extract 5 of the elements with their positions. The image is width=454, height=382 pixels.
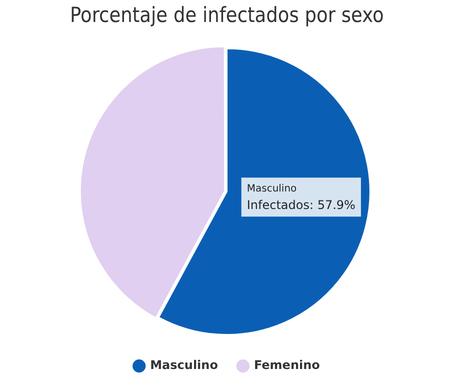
legend-label: Masculino — [150, 358, 218, 372]
data-label: Infectados: 57.9% — [246, 198, 356, 212]
chart-title: Porcentaje de infectados por sexo — [70, 2, 384, 28]
legend-label: Femenino — [254, 358, 320, 372]
slice-label: Masculino — [246, 184, 297, 195]
